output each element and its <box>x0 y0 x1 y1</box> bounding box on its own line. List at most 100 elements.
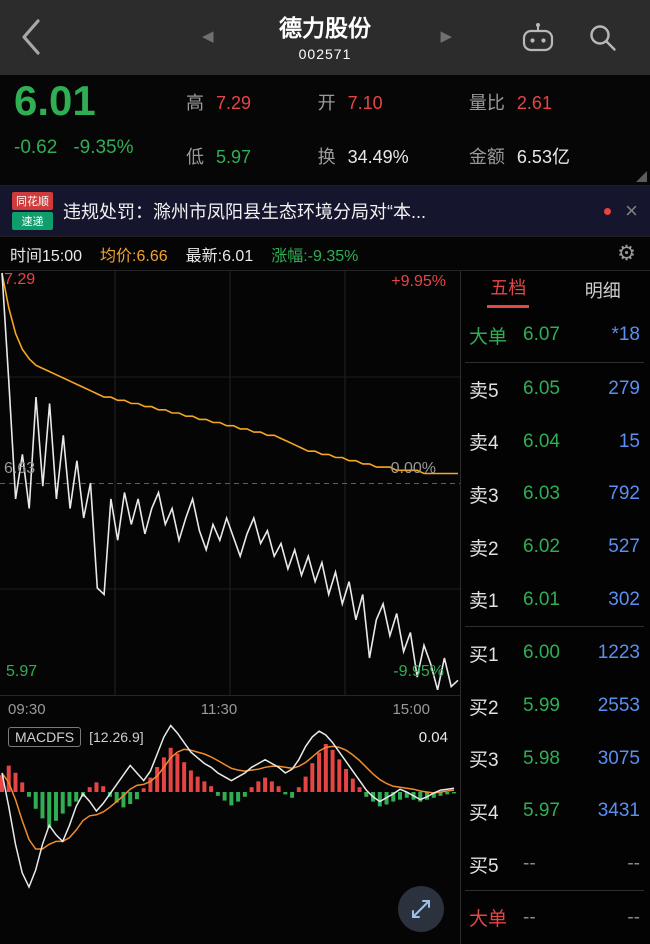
chart-info-item: 涨幅:-9.35% <box>271 247 359 265</box>
order-level-label: 买4 <box>469 802 499 824</box>
chart-info-item: 时间15:00 <box>10 247 83 265</box>
time-tick-close: 15:00 <box>392 700 430 718</box>
quote-stat: 高 7.29 <box>186 89 318 115</box>
order-price: -- <box>523 853 536 875</box>
stat-value: 5.97 <box>216 147 252 167</box>
order-volume: 15 <box>618 430 640 452</box>
order-volume: 302 <box>608 588 640 610</box>
order-volume: 527 <box>608 536 640 558</box>
prev-stock-icon[interactable]: ◀ <box>202 28 214 45</box>
stat-label: 开 <box>317 93 336 113</box>
macd-panel[interactable]: MACDFS [12.26.9] 0.04 <box>0 722 460 944</box>
order-volume: 279 <box>608 378 640 399</box>
order-book-row[interactable]: 卖2 6.02 527 <box>469 521 640 574</box>
time-axis: 09:30 11:30 15:00 <box>0 696 460 722</box>
order-book-row[interactable]: 买2 5.99 2553 <box>469 680 640 733</box>
stat-value: 7.29 <box>216 93 252 113</box>
label-prev-close: 6.63 <box>4 460 36 477</box>
order-level-label: 买3 <box>469 750 499 772</box>
logo-top-label: 同花顺 <box>12 192 53 210</box>
main-area: 7.29 +9.95% 6.63 0.00% 5.97 -9.95% 09:30… <box>0 271 650 944</box>
order-book-rows: 大单 6.07 *18 卖5 6.05 279 卖4 6.04 15 卖3 6.03 792 卖2 6.0… <box>461 309 650 944</box>
stat-label: 金额 <box>468 147 505 167</box>
time-share-chart[interactable]: 7.29 +9.95% 6.63 0.00% 5.97 -9.95% 09:30… <box>0 271 460 944</box>
tab-five-levels-label: 五档 <box>487 272 530 308</box>
order-book-row[interactable]: 买4 5.97 3431 <box>469 785 640 838</box>
price-change-pct: -9.35% <box>73 137 134 158</box>
label-low-price: 5.97 <box>6 663 38 680</box>
order-price: 6.07 <box>523 324 560 346</box>
label-high-pct: +9.95% <box>391 273 446 290</box>
ths-news-logo: 同花顺 速递 <box>12 192 53 230</box>
order-level-label: 买1 <box>469 644 499 666</box>
order-price: 5.98 <box>523 747 560 769</box>
price-change: -0.62 <box>14 137 58 158</box>
stat-value: 34.49% <box>347 147 409 167</box>
settings-gear-icon[interactable]: ⚙ <box>617 242 636 265</box>
search-icon[interactable] <box>587 22 618 58</box>
order-level-label: 卖2 <box>469 538 499 560</box>
order-volume: -- <box>627 853 640 875</box>
order-book-row[interactable]: 大单 -- -- <box>469 891 640 944</box>
order-book-row[interactable]: 卖4 6.04 15 <box>469 415 640 468</box>
logo-bottom-label: 速递 <box>12 212 53 230</box>
label-high-price: 7.29 <box>4 271 36 288</box>
order-book-row[interactable]: 买5 -- -- <box>469 838 640 891</box>
assistant-robot-icon[interactable] <box>520 22 556 58</box>
stock-code: 002571 <box>298 46 352 62</box>
order-price: 6.05 <box>523 378 560 399</box>
order-level-label: 卖4 <box>469 433 499 455</box>
order-price: 6.04 <box>523 430 560 452</box>
order-price: 6.00 <box>523 642 560 664</box>
price-chart-svg <box>0 271 460 695</box>
time-tick-mid: 11:30 <box>200 700 238 718</box>
news-ticker: 同花顺 速递 违规处罚：滁州市凤阳县生态环境分局对“本... × <box>0 185 650 237</box>
fullscreen-button[interactable] <box>398 886 444 932</box>
order-level-label: 大单 <box>469 909 508 931</box>
order-book-row[interactable]: 卖5 6.05 279 <box>469 363 640 416</box>
price-chart-region[interactable]: 7.29 +9.95% 6.63 0.00% 5.97 -9.95% <box>0 271 460 696</box>
order-book-divider <box>465 361 644 363</box>
order-price: 6.01 <box>523 588 560 610</box>
indicator-name-button[interactable]: MACDFS <box>8 727 82 747</box>
order-book-row[interactable]: 买3 5.98 3075 <box>469 732 640 785</box>
time-tick-open: 09:30 <box>8 700 46 718</box>
tab-details[interactable]: 明细 <box>556 271 650 309</box>
back-icon[interactable] <box>18 15 44 64</box>
tab-five-levels[interactable]: 五档 <box>461 271 556 309</box>
next-stock-icon[interactable]: ▶ <box>440 28 452 45</box>
order-book-row[interactable]: 买1 6.00 1223 <box>469 627 640 680</box>
order-book-row[interactable]: 卖3 6.03 792 <box>469 468 640 521</box>
order-level-label: 卖5 <box>469 380 499 402</box>
order-book-tabs: 五档 明细 <box>461 271 650 309</box>
order-price: 5.99 <box>523 695 560 717</box>
stock-title-block: 德力股份 002571 <box>0 9 650 62</box>
unread-dot-icon <box>604 207 612 215</box>
quote-stat: 换 34.49% <box>318 143 469 169</box>
order-book-row[interactable]: 卖1 6.01 302 <box>469 573 640 626</box>
order-level-label: 买2 <box>469 697 499 719</box>
chart-info-bar: 时间15:00 均价:6.66 最新:6.01 涨幅:-9.35% ⚙ <box>0 237 650 271</box>
order-volume: 1223 <box>597 642 640 664</box>
label-zero-pct: 0.00% <box>390 460 436 477</box>
order-volume: 3431 <box>597 800 640 822</box>
order-level-label: 卖1 <box>469 591 499 613</box>
stat-label: 高 <box>186 93 204 113</box>
indicator-value: 0.04 <box>418 728 448 746</box>
close-icon[interactable]: × <box>625 198 638 223</box>
order-volume: 792 <box>608 483 640 505</box>
top-bar: ◀ 德力股份 002571 ▶ <box>0 0 650 75</box>
stat-value: 2.61 <box>516 93 552 113</box>
stock-name: 德力股份 <box>279 15 371 41</box>
expand-corner-icon[interactable] <box>636 171 647 182</box>
quote-stat: 开 7.10 <box>318 89 469 115</box>
order-book-row[interactable]: 大单 6.07 *18 <box>469 309 640 362</box>
news-headline[interactable]: 违规处罚：滁州市凤阳县生态环境分局对“本... <box>63 202 426 222</box>
order-level-label: 卖3 <box>469 485 499 507</box>
current-price: 6.01 <box>14 77 96 124</box>
order-volume: -- <box>627 906 640 928</box>
stat-label: 量比 <box>468 93 505 113</box>
expand-arrows-icon <box>412 900 430 918</box>
quote-section: 6.01 -0.62 -9.35% 高 7.29 开 7.10 量比 2.61 低 5.97 换 3… <box>0 75 650 185</box>
